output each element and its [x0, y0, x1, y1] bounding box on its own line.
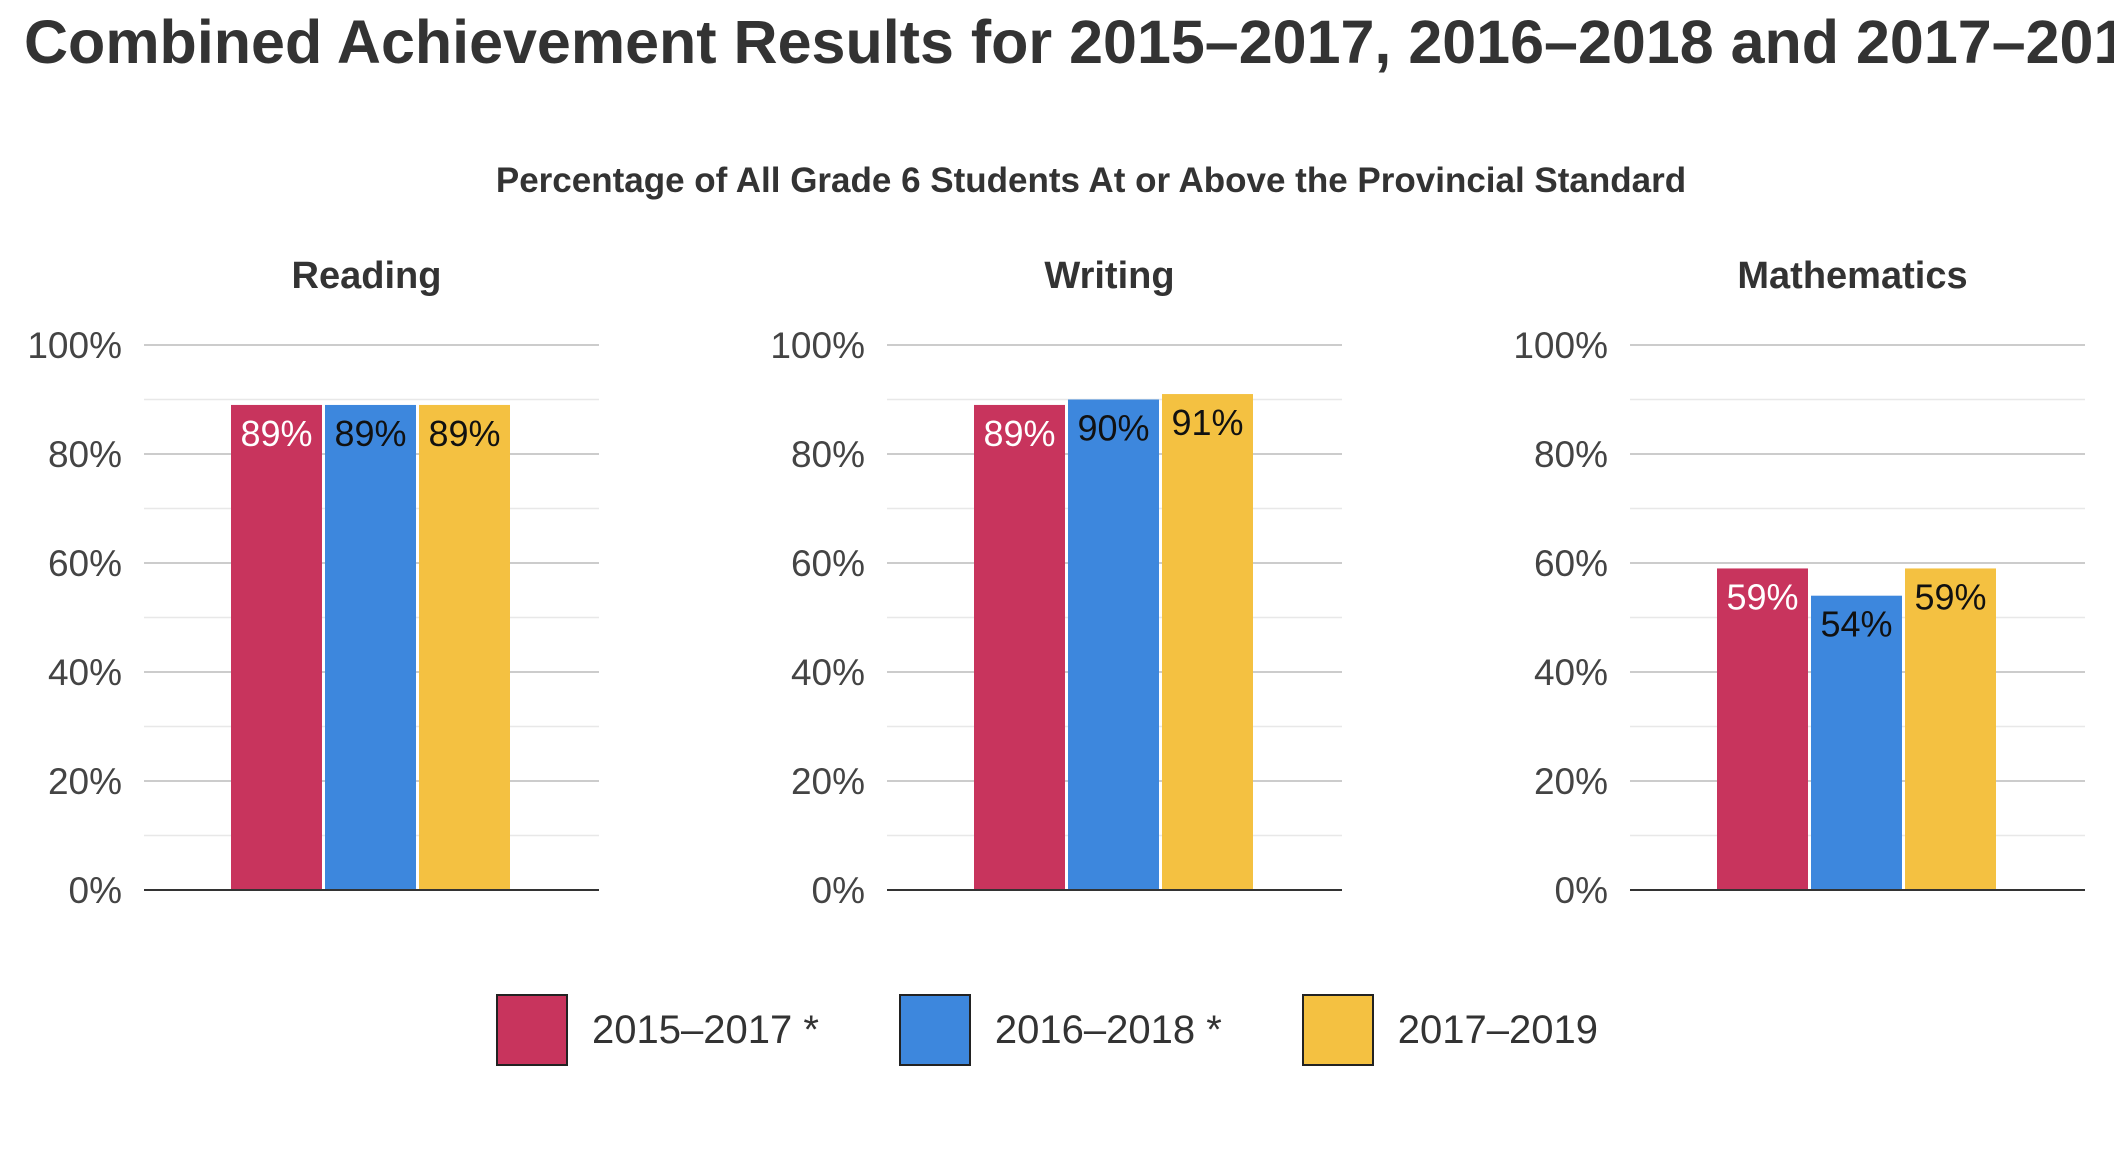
legend-swatch-series-2 [898, 994, 971, 1066]
legend-swatch-series-1 [495, 994, 568, 1066]
chart-area: Percentage of All Grade 6 Students At or… [27, 161, 2085, 911]
panel-title-3: Mathematics [1737, 255, 1967, 297]
y-tick-label: 40% [1534, 652, 1608, 693]
y-tick-label: 100% [27, 325, 122, 366]
page-title: Combined Achievement Results for 2015–20… [24, 8, 2114, 76]
y-tick-label: 100% [1513, 325, 1608, 366]
y-tick-label: 40% [791, 652, 865, 693]
y-tick-label: 100% [770, 325, 865, 366]
chart-subtitle: Percentage of All Grade 6 Students At or… [496, 161, 1686, 200]
y-tick-label: 80% [791, 434, 865, 475]
bar-reading-series-3 [419, 404, 510, 890]
legend-label-series-1: 2015–2017 * [591, 1007, 819, 1052]
legend-label-series-3: 2017–2019 [1397, 1007, 1599, 1052]
data-label: 91% [1171, 402, 1243, 443]
y-tick-label: 20% [791, 761, 865, 802]
data-label: 89% [240, 413, 312, 454]
legend-item-series-2: 2016–2018 * [898, 994, 1222, 1066]
panel-title-1: Reading [292, 255, 442, 297]
y-tick-label: 60% [1534, 543, 1608, 584]
y-tick-label: 0% [812, 870, 865, 911]
y-tick-label: 40% [48, 652, 122, 693]
bar-writing-series-3 [1162, 394, 1253, 890]
y-tick-label: 80% [48, 434, 122, 475]
data-label: 89% [428, 413, 500, 454]
panel-title-2: Writing [1044, 255, 1174, 297]
bar-reading-series-1 [231, 404, 322, 890]
data-label: 89% [983, 413, 1055, 454]
legend-swatch-series-3 [1301, 994, 1374, 1066]
data-label: 59% [1914, 576, 1986, 617]
legend-label-series-2: 2016–2018 * [994, 1007, 1222, 1052]
y-tick-label: 80% [1534, 434, 1608, 475]
y-tick-label: 0% [1555, 870, 1608, 911]
data-label: 89% [334, 413, 406, 454]
bar-mathematics-series-2 [1811, 595, 1902, 890]
y-tick-label: 20% [48, 761, 122, 802]
data-label: 54% [1820, 604, 1892, 645]
data-label: 90% [1077, 408, 1149, 449]
bar-writing-series-1 [974, 404, 1065, 890]
legend-item-series-3: 2017–2019 [1301, 994, 1599, 1066]
chart-legend: 2015–2017 * 2016–2018 * 2017–2019 [0, 990, 2114, 1070]
legend-item-series-1: 2015–2017 * [495, 994, 819, 1066]
bar-mathematics-series-1 [1717, 568, 1808, 890]
y-tick-label: 60% [48, 543, 122, 584]
bar-writing-series-2 [1068, 399, 1159, 890]
y-tick-label: 60% [791, 543, 865, 584]
y-tick-label: 0% [69, 870, 122, 911]
data-label: 59% [1726, 576, 1798, 617]
y-tick-label: 20% [1534, 761, 1608, 802]
bar-reading-series-2 [325, 404, 416, 890]
bar-mathematics-series-3 [1905, 568, 1996, 890]
